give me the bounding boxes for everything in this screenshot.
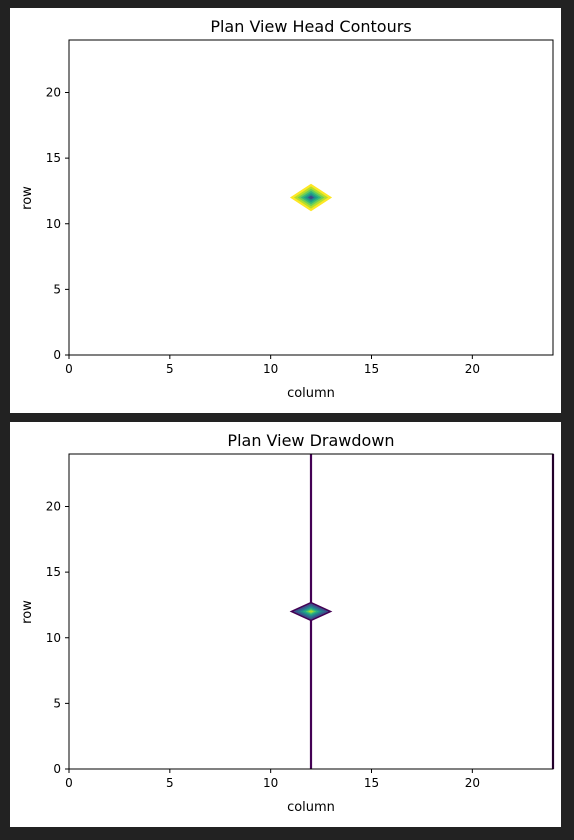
x-axis-label: column xyxy=(287,800,335,815)
head-contours-figure: Plan View Head Contours 0 5 10 15 20 0 5 10 15 20… xyxy=(10,8,561,413)
chart-marks xyxy=(289,183,333,212)
x-tick-label: 20 xyxy=(465,362,480,376)
x-tick-label: 15 xyxy=(364,362,379,376)
y-axis-label: row xyxy=(20,600,35,624)
y-tick-label: 20 xyxy=(46,500,61,514)
x-tick-label: 10 xyxy=(263,776,278,790)
chart-title: Plan View Drawdown xyxy=(227,431,394,450)
contour-level xyxy=(308,610,314,613)
x-tick-label: 20 xyxy=(465,776,480,790)
x-tick-label: 0 xyxy=(65,776,73,790)
chart-title: Plan View Head Contours xyxy=(210,17,411,36)
x-tick-label: 15 xyxy=(364,776,379,790)
axis-ticks: 0 5 10 15 20 0 5 10 15 20 xyxy=(46,86,480,377)
x-axis-label: column xyxy=(287,386,335,401)
drawdown-figure: Plan View Drawdown 0 5 10 15 20 0 5 10 15 20 colu… xyxy=(10,422,561,827)
axis-ticks: 0 5 10 15 20 0 5 10 15 20 xyxy=(46,500,480,791)
x-tick-label: 0 xyxy=(65,362,73,376)
y-tick-label: 10 xyxy=(46,217,61,231)
y-tick-label: 10 xyxy=(46,631,61,645)
head-contours-chart: Plan View Head Contours 0 5 10 15 20 0 5 10 15 20… xyxy=(20,17,554,401)
x-tick-label: 5 xyxy=(166,776,174,790)
y-tick-label: 0 xyxy=(53,348,61,362)
plot-area-frame xyxy=(68,453,554,770)
drawdown-chart: Plan View Drawdown 0 5 10 15 20 0 5 10 15 20 colu… xyxy=(20,431,555,815)
y-tick-label: 5 xyxy=(53,696,61,710)
chart-marks xyxy=(289,454,555,769)
x-tick-label: 10 xyxy=(263,362,278,376)
y-tick-label: 20 xyxy=(46,86,61,100)
x-tick-label: 5 xyxy=(166,362,174,376)
y-tick-label: 0 xyxy=(53,762,61,776)
y-tick-label: 5 xyxy=(53,282,61,296)
contour-level xyxy=(308,195,314,200)
y-tick-label: 15 xyxy=(46,151,61,165)
plot-area-frame xyxy=(68,39,554,356)
y-tick-label: 15 xyxy=(46,565,61,579)
y-axis-label: row xyxy=(20,186,35,210)
